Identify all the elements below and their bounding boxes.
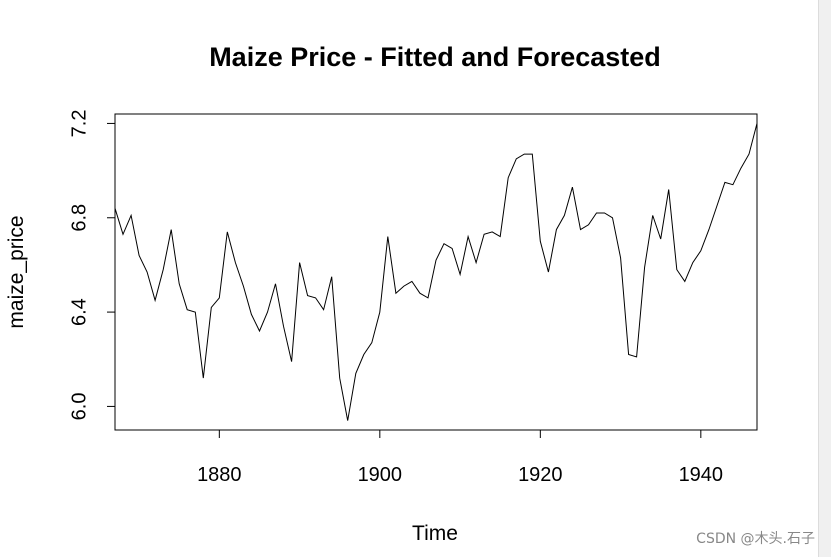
y-axis-label: maize_price <box>5 215 28 328</box>
x-tick-label-1940: 1940 <box>679 464 724 486</box>
y-axis: 6.0 6.4 6.8 7.2 <box>68 110 116 421</box>
x-tick-label-1900: 1900 <box>358 464 403 486</box>
y-tick-label-7.2: 7.2 <box>68 110 90 138</box>
y-tick-label-6.8: 6.8 <box>68 204 90 232</box>
watermark: CSDN @木头.石子 <box>696 531 815 547</box>
chart-title: Maize Price - Fitted and Forecasted <box>209 42 661 72</box>
x-axis: 1880 1900 1920 1940 <box>197 429 724 486</box>
x-tick-label-1920: 1920 <box>518 464 563 486</box>
y-tick-label-6.0: 6.0 <box>68 393 90 421</box>
x-tick-label-1880: 1880 <box>197 464 242 486</box>
y-tick-label-6.4: 6.4 <box>68 298 90 326</box>
x-axis-label: Time <box>412 522 458 545</box>
window-edge <box>818 0 831 557</box>
series-line-maize-price <box>114 123 758 421</box>
plot-frame <box>114 113 758 431</box>
